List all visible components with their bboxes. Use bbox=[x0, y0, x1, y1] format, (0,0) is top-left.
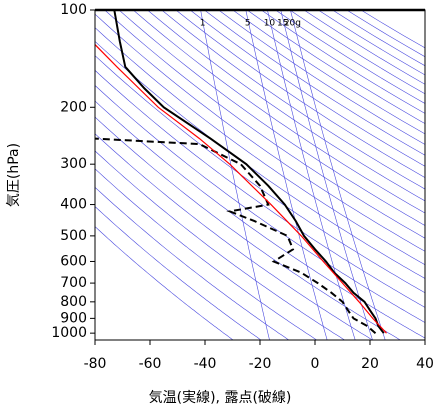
dry-adiabat bbox=[95, 13, 425, 252]
dry-adiabat bbox=[95, 206, 262, 340]
dry-adiabat bbox=[95, 100, 425, 339]
dry-adiabat bbox=[175, 10, 425, 178]
mixing-ratio-label: 1 bbox=[200, 19, 206, 29]
y-tick-label: 700 bbox=[60, 275, 87, 291]
x-axis-label: 気温(実線), 露点(破線) bbox=[149, 390, 292, 406]
mixing-ratio-label: 5 bbox=[245, 19, 251, 29]
dry-adiabat bbox=[95, 186, 290, 340]
dry-adiabat bbox=[95, 133, 373, 340]
x-tick-label: 40 bbox=[416, 356, 434, 372]
dry-adiabat bbox=[95, 150, 345, 340]
y-tick-label: 800 bbox=[60, 294, 87, 310]
x-tick-label: -60 bbox=[139, 356, 162, 372]
profile-line bbox=[95, 137, 377, 334]
y-tick-label: 900 bbox=[60, 310, 87, 326]
dry-adiabat bbox=[95, 116, 401, 340]
dry-adiabat bbox=[204, 10, 425, 156]
dry-adiabat bbox=[147, 10, 425, 202]
mixing-ratio-line bbox=[280, 10, 373, 340]
background-lines bbox=[95, 10, 425, 340]
y-tick-label: 400 bbox=[60, 197, 87, 213]
dry-adiabat bbox=[95, 27, 425, 266]
dry-adiabat bbox=[95, 40, 425, 279]
profile-line bbox=[113, 10, 385, 334]
mixing-ratio-line bbox=[245, 10, 328, 340]
dry-adiabat bbox=[133, 10, 425, 214]
mixing-ratio-label: 15 bbox=[277, 19, 288, 29]
dry-adiabat bbox=[95, 168, 317, 340]
mixing-ratio-line bbox=[267, 10, 356, 340]
mixing-ratio-label: 20g bbox=[284, 19, 301, 29]
y-tick-label: 300 bbox=[60, 156, 87, 172]
x-tick-label: -20 bbox=[249, 356, 272, 372]
dry-adiabat bbox=[95, 55, 425, 294]
plot-area bbox=[95, 10, 387, 334]
x-tick-label: 0 bbox=[311, 356, 320, 372]
dry-adiabat bbox=[218, 10, 425, 145]
mixing-ratio-line bbox=[290, 10, 386, 340]
dry-adiabat bbox=[346, 10, 425, 58]
y-tick-label: 500 bbox=[60, 228, 87, 244]
y-tick-label: 1000 bbox=[51, 325, 87, 341]
dry-adiabat bbox=[161, 10, 425, 190]
mixing-ratio-line bbox=[200, 10, 270, 340]
y-axis-label: 気圧(hPa) bbox=[6, 143, 22, 207]
x-tick-label: 20 bbox=[361, 356, 379, 372]
dry-adiabat bbox=[246, 10, 425, 124]
y-tick-label: 100 bbox=[60, 2, 87, 18]
frame bbox=[94, 9, 426, 341]
x-tick-label: -80 bbox=[84, 356, 107, 372]
x-tick-label: -40 bbox=[194, 356, 217, 372]
dry-adiabat bbox=[95, 85, 425, 323]
dry-adiabat bbox=[104, 10, 425, 239]
y-tick-label: 600 bbox=[60, 253, 87, 269]
mixing-ratio-label: 10 bbox=[264, 19, 276, 29]
dry-adiabat bbox=[118, 10, 425, 226]
dry-adiabat bbox=[189, 10, 425, 167]
dry-adiabat bbox=[275, 10, 425, 104]
dry-adiabat bbox=[95, 69, 425, 308]
y-tick-label: 200 bbox=[60, 99, 87, 115]
profile-line bbox=[95, 44, 387, 334]
dry-adiabat bbox=[95, 226, 234, 340]
